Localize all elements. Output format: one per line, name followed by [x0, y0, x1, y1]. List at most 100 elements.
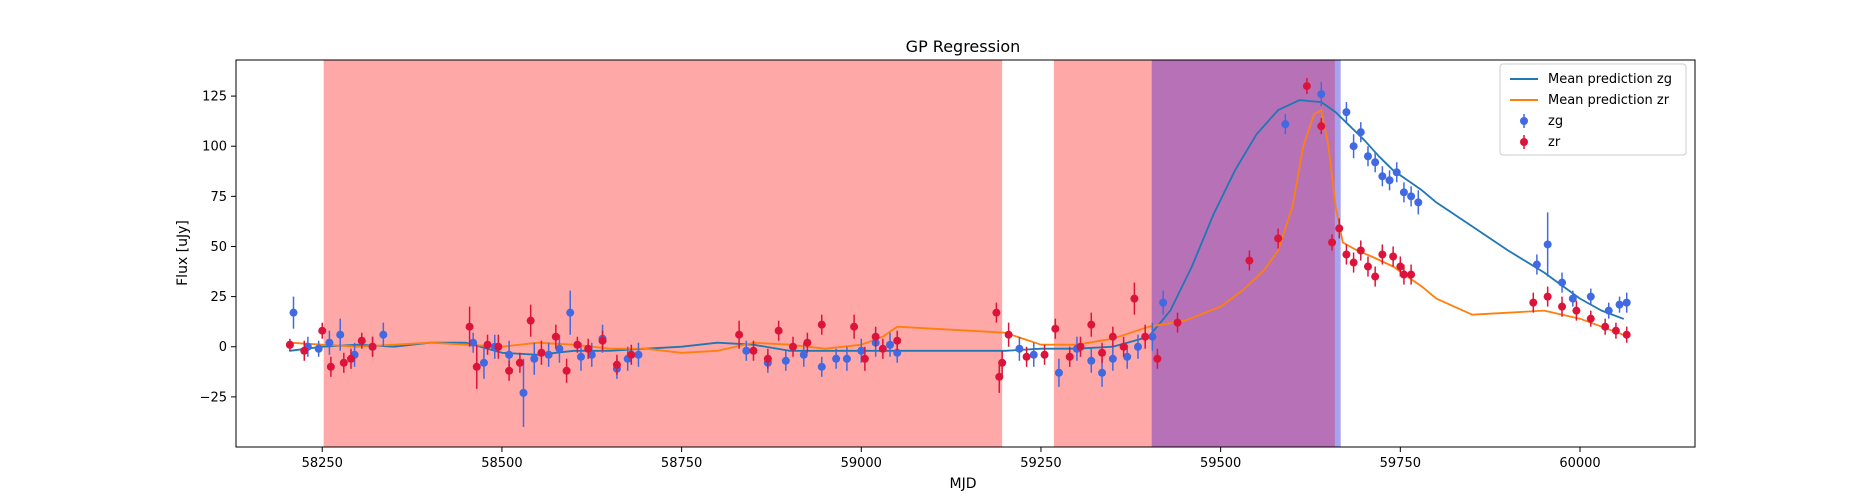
point-zr-10 — [483, 340, 492, 349]
point-zg-59 — [1543, 240, 1552, 249]
point-zr-13 — [515, 358, 524, 367]
observation-points — [285, 78, 1631, 427]
point-zr-37 — [998, 358, 1007, 367]
point-zr-22 — [627, 350, 636, 359]
point-zr-29 — [817, 320, 826, 329]
point-zr-35 — [992, 308, 1001, 317]
x-tick-label-58500: 58500 — [481, 456, 522, 471]
point-zg-51 — [1371, 158, 1380, 167]
point-zr-34 — [893, 336, 902, 345]
x-tick-label-59000: 59000 — [841, 456, 882, 471]
point-zr-65 — [1396, 262, 1405, 271]
plot-frame — [235, 59, 1696, 448]
point-zg-48 — [1349, 142, 1358, 151]
point-zg-62 — [1586, 292, 1595, 301]
point-zg-61 — [1568, 294, 1577, 303]
point-zr-15 — [537, 348, 546, 357]
point-zg-22 — [634, 350, 643, 359]
point-zr-36 — [995, 372, 1004, 381]
point-zr-47 — [1119, 342, 1128, 351]
point-zr-63 — [1378, 250, 1387, 259]
point-zg-56 — [1407, 192, 1416, 201]
x-tick-label-59250: 59250 — [1020, 456, 1061, 471]
point-zr-3 — [326, 362, 335, 371]
y-axis-label: Flux [uJy] — [175, 220, 191, 286]
point-zg-49 — [1356, 128, 1365, 137]
point-zr-27 — [789, 342, 798, 351]
point-zg-33 — [893, 348, 902, 357]
point-zr-41 — [1051, 324, 1060, 333]
shaded-region-3 — [1151, 60, 1335, 447]
point-zr-26 — [774, 326, 783, 335]
point-zr-12 — [505, 366, 514, 375]
x-tick-label-60000: 60000 — [1559, 456, 1600, 471]
point-zg-50 — [1363, 152, 1372, 161]
point-zr-66 — [1399, 270, 1408, 279]
point-zg-57 — [1414, 198, 1423, 207]
point-zg-9 — [479, 358, 488, 367]
point-zr-16 — [551, 332, 560, 341]
point-zg-29 — [842, 354, 851, 363]
point-zr-49 — [1141, 332, 1150, 341]
point-zg-14 — [544, 350, 553, 359]
point-zg-17 — [576, 352, 585, 361]
point-zr-6 — [357, 336, 366, 345]
point-zr-42 — [1065, 352, 1074, 361]
point-zr-31 — [860, 354, 869, 363]
point-zg-11 — [505, 350, 514, 359]
point-zg-34 — [1015, 344, 1024, 353]
point-zg-2 — [314, 344, 323, 353]
point-zr-75 — [1622, 330, 1631, 339]
point-zg-63 — [1604, 306, 1613, 315]
point-zr-5 — [346, 354, 355, 363]
x-tick-label-59500: 59500 — [1200, 456, 1241, 471]
point-zg-3 — [325, 338, 334, 347]
point-zr-53 — [1274, 234, 1283, 243]
shaded-region-2 — [1053, 60, 1152, 447]
point-zr-61 — [1363, 262, 1372, 271]
y-tick-label-75: 75 — [210, 190, 227, 205]
legend-label-zg-line: Mean prediction zg — [1548, 72, 1672, 87]
legend: Mean prediction zg Mean prediction zr zg… — [1499, 63, 1687, 156]
point-zg-28 — [832, 354, 841, 363]
point-zg-38 — [1087, 356, 1096, 365]
point-zr-38 — [1004, 330, 1013, 339]
point-zg-30 — [857, 346, 866, 355]
point-zr-72 — [1586, 314, 1595, 323]
point-zg-55 — [1399, 188, 1408, 197]
point-zg-15 — [555, 344, 564, 353]
point-zg-65 — [1622, 298, 1631, 307]
shaded-region-1 — [323, 60, 1003, 447]
point-zr-71 — [1572, 306, 1581, 315]
point-zr-23 — [735, 330, 744, 339]
point-zg-7 — [379, 330, 388, 339]
x-tick-label-58750: 58750 — [661, 456, 702, 471]
legend-swatch-zg-point — [1520, 117, 1528, 125]
point-zr-24 — [749, 346, 758, 355]
point-zr-52 — [1245, 256, 1254, 265]
x-tick-label-58250: 58250 — [302, 456, 343, 471]
point-zr-67 — [1407, 270, 1416, 279]
point-zr-1 — [300, 346, 309, 355]
point-zr-14 — [526, 316, 535, 325]
point-zr-0 — [285, 340, 294, 349]
shaded-regions — [323, 60, 1341, 447]
point-zg-58 — [1532, 260, 1541, 269]
point-zr-32 — [871, 332, 880, 341]
point-zg-46 — [1317, 90, 1326, 99]
point-zr-54 — [1302, 82, 1311, 91]
point-zr-68 — [1529, 298, 1538, 307]
axes-ticks: 58250 58500 58750 59000 59250 59500 59750 60000… — [200, 90, 1601, 471]
point-zr-70 — [1558, 302, 1567, 311]
point-zg-44 — [1159, 298, 1168, 307]
point-zg-13 — [530, 354, 539, 363]
point-zr-18 — [573, 340, 582, 349]
legend-box — [1499, 63, 1687, 156]
point-zg-18 — [587, 350, 596, 359]
point-zg-39 — [1098, 368, 1107, 377]
point-zg-60 — [1558, 278, 1567, 287]
point-zg-8 — [469, 338, 478, 347]
point-zr-64 — [1389, 252, 1398, 261]
point-zg-43 — [1148, 332, 1157, 341]
